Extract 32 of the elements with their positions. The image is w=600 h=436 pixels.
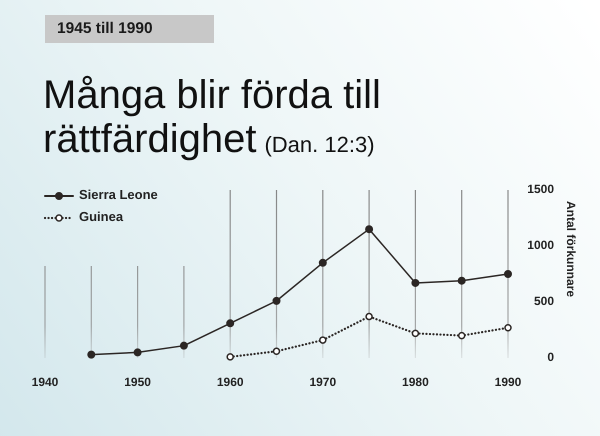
y-tick-label: 500 xyxy=(534,294,554,308)
point xyxy=(458,276,466,285)
y-tick-label: 0 xyxy=(547,350,554,364)
point xyxy=(134,348,142,356)
x-tick-label: 1970 xyxy=(309,375,336,390)
x-tick-label: 1960 xyxy=(216,375,244,390)
point xyxy=(411,278,420,287)
x-tick-label: 1950 xyxy=(124,375,152,390)
point xyxy=(319,336,327,344)
y-tick-label: 1500 xyxy=(527,182,554,196)
point xyxy=(504,270,512,278)
point xyxy=(87,350,96,359)
point xyxy=(365,225,374,234)
legend-label: Sierra Leone xyxy=(79,187,158,202)
point xyxy=(458,332,466,340)
point xyxy=(412,330,420,338)
point xyxy=(180,342,188,350)
point xyxy=(504,324,512,332)
point xyxy=(272,348,280,356)
y-axis-title: Antal förkunnare xyxy=(564,200,578,298)
point xyxy=(272,296,280,305)
x-tick-label: 1990 xyxy=(494,375,522,390)
legend-label: Guinea xyxy=(79,209,124,224)
chart-subtitle: 1945 till 1990 xyxy=(57,20,153,38)
point xyxy=(226,319,234,328)
point xyxy=(318,258,327,267)
point xyxy=(226,353,234,361)
point xyxy=(365,312,373,320)
x-tick-label: 1980 xyxy=(402,375,430,390)
chart-title: Många blir förda till rättfärdighet (Dan. 12:3) xyxy=(43,73,381,161)
y-tick-label: 1000 xyxy=(527,238,554,252)
x-tick-label: 1940 xyxy=(32,375,59,390)
